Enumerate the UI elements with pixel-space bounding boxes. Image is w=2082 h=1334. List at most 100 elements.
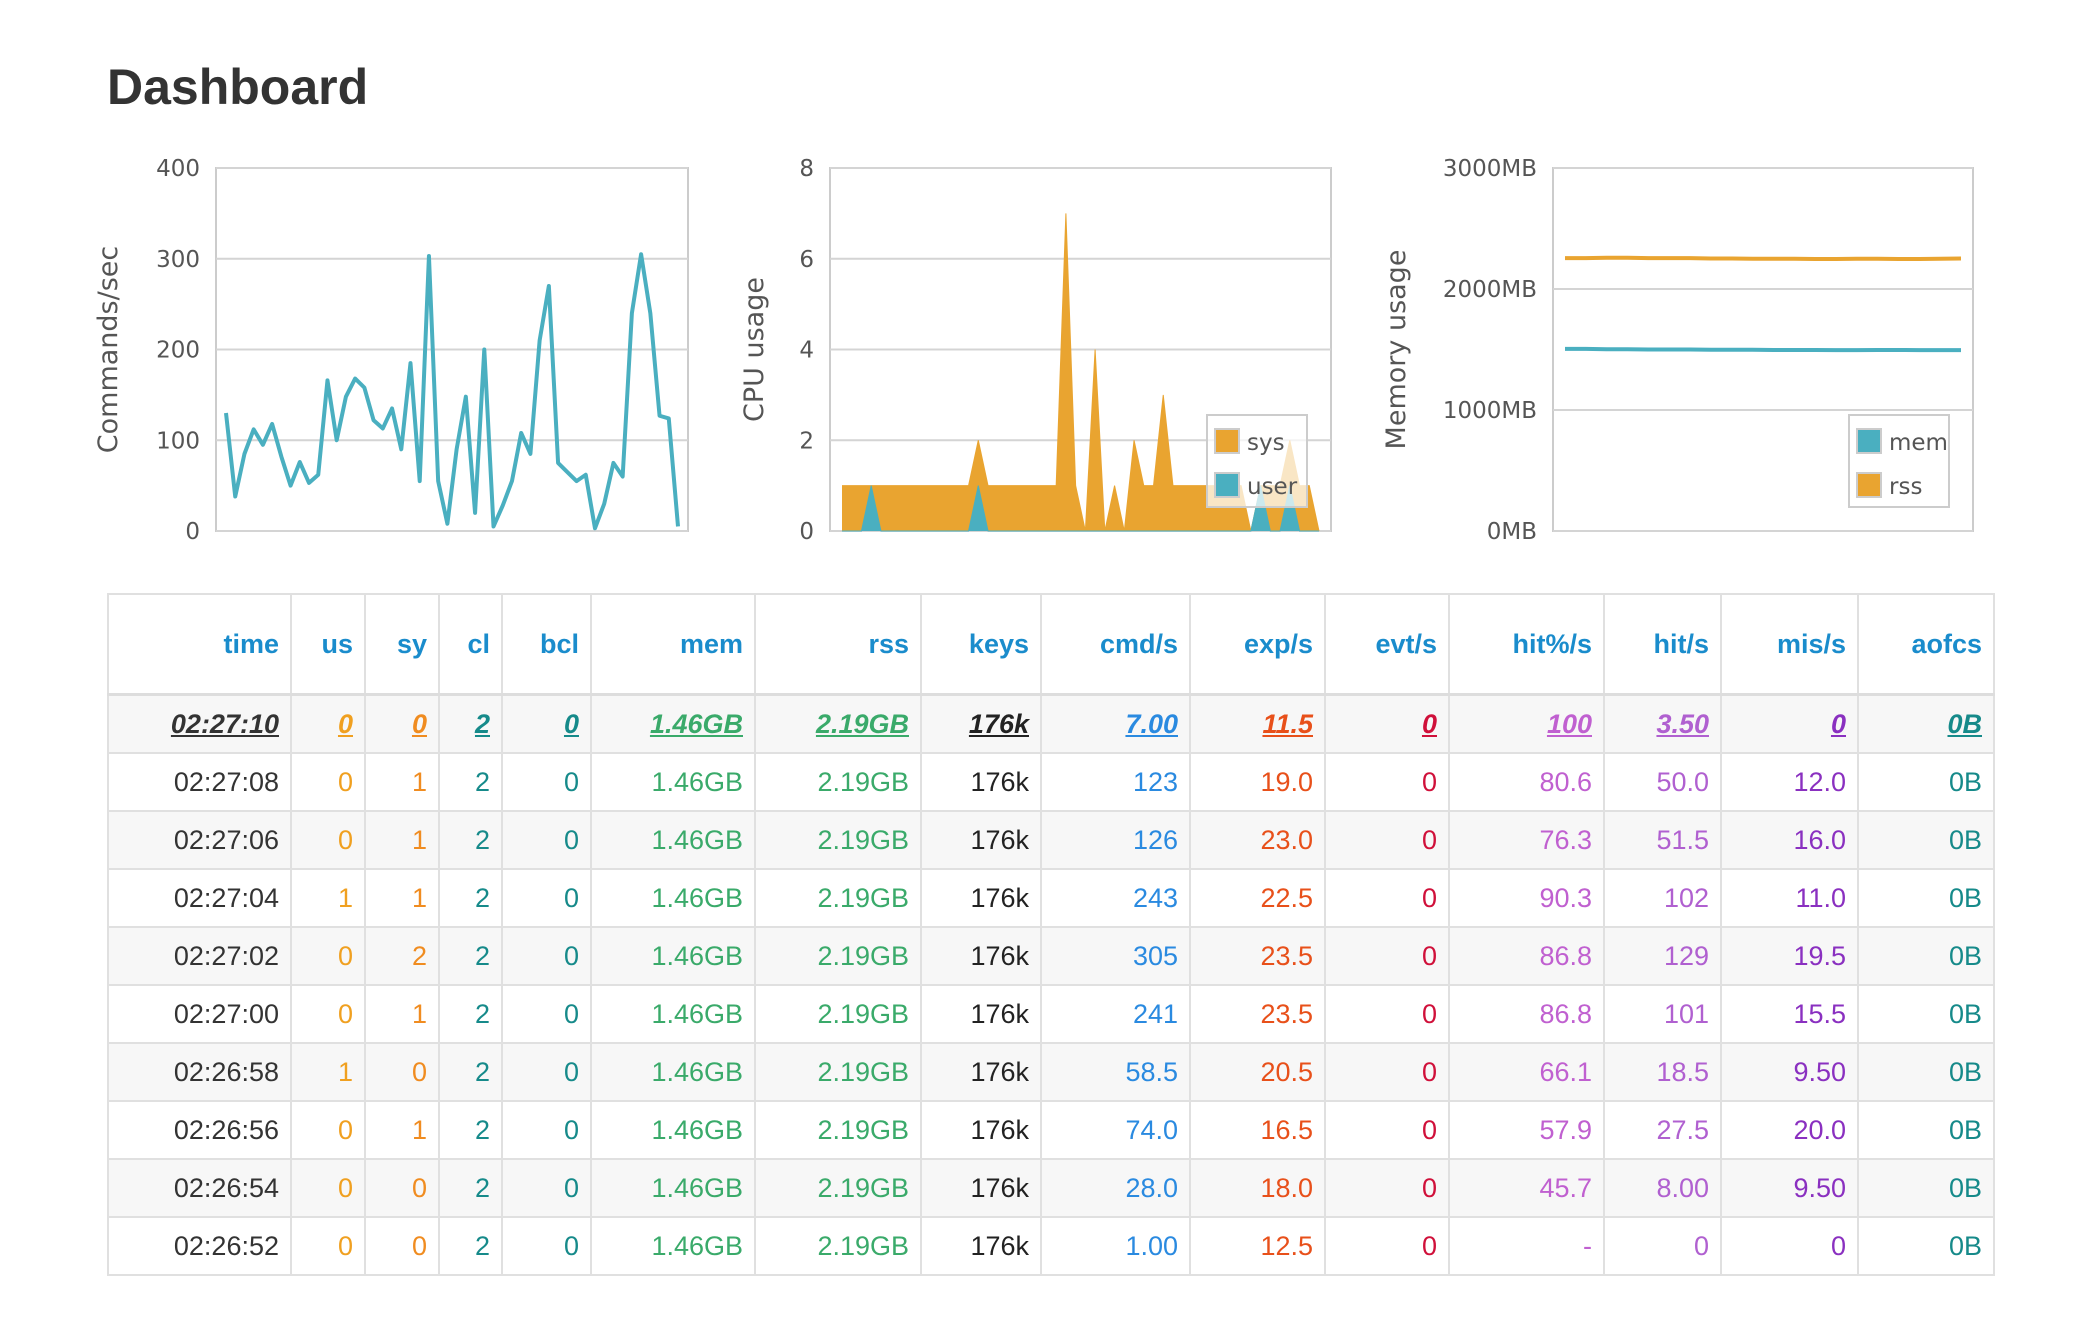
table-cell: 2 <box>364 926 440 986</box>
table-cell: 0 <box>1720 1216 1859 1276</box>
table-row: 02:27:04 1 1 2 0 1.46GB 2.19GB 176k 243 22.5 0 90.3… <box>107 868 1995 928</box>
y-tick-label: 300 <box>156 247 200 273</box>
table-cell: 2 <box>438 984 503 1044</box>
table-cell: 58.5 <box>1040 1042 1191 1102</box>
table-cell: 176k <box>920 1100 1042 1160</box>
table-cell: 02:27:10 <box>107 693 292 754</box>
table-cell: - <box>1448 1216 1605 1276</box>
table-cell: 1 <box>290 868 366 928</box>
table-cell: 1 <box>364 1100 440 1160</box>
table-cell: 2.19GB <box>754 926 922 986</box>
table-cell: 102 <box>1603 868 1722 928</box>
table-cell: 1.46GB <box>590 1100 756 1160</box>
column-header: time <box>107 593 292 696</box>
table-cell: 0 <box>290 926 366 986</box>
column-header: rss <box>754 593 922 696</box>
y-tick-label: 0 <box>799 519 814 545</box>
table-cell: 2 <box>438 868 503 928</box>
area-edge <box>842 485 1319 532</box>
table-cell: 23.0 <box>1189 810 1326 870</box>
table-cell: 9.50 <box>1720 1158 1859 1218</box>
table-cell: 1.46GB <box>590 752 756 812</box>
table-cell: 0B <box>1857 868 1995 928</box>
legend-label: sys <box>1247 430 1285 456</box>
series-line <box>224 252 680 531</box>
legend-swatch <box>1214 472 1240 498</box>
table-cell: 176k <box>920 1216 1042 1276</box>
table-cell: 0 <box>1324 984 1450 1044</box>
table-cell: 02:26:56 <box>107 1100 292 1160</box>
table-cell: 0 <box>290 1216 366 1276</box>
table-cell: 27.5 <box>1603 1100 1722 1160</box>
table-cell: 0 <box>1324 1042 1450 1102</box>
column-header: mis/s <box>1720 593 1859 696</box>
table-cell: 1 <box>364 752 440 812</box>
table-cell: 0 <box>290 1100 366 1160</box>
table-cell: 02:26:54 <box>107 1158 292 1218</box>
table-cell: 1 <box>364 810 440 870</box>
table-cell: 0 <box>1324 868 1450 928</box>
table-row: 02:27:08 0 1 2 0 1.46GB 2.19GB 176k 123 19.0 0 80.6… <box>107 752 1995 812</box>
table-cell: 66.1 <box>1448 1042 1605 1102</box>
y-tick-label: 0MB <box>1487 519 1537 545</box>
table-cell: 0 <box>364 1216 440 1276</box>
legend-label: rss <box>1889 474 1922 500</box>
table-cell: 8.00 <box>1603 1158 1722 1218</box>
y-tick-label: 3000MB <box>1443 156 1537 182</box>
column-header: exp/s <box>1189 593 1326 696</box>
table-cell: 2 <box>438 926 503 986</box>
table-cell: 0 <box>501 1158 592 1218</box>
column-header: evt/s <box>1324 593 1450 696</box>
table-cell: 0 <box>501 752 592 812</box>
table-cell: 123 <box>1040 752 1191 812</box>
y-tick-label: 2000MB <box>1443 277 1537 303</box>
table-cell: 7.00 <box>1040 693 1191 754</box>
table-cell: 02:26:52 <box>107 1216 292 1276</box>
legend-swatch <box>1856 428 1882 454</box>
table-cell: 90.3 <box>1448 868 1605 928</box>
stats-table: time us sy cl bcl mem rss keys cmd/s exp/s evt/s hi… <box>107 593 1995 1276</box>
table-cell: 0 <box>290 984 366 1044</box>
table-cell: 0 <box>501 1100 592 1160</box>
table-cell: 0B <box>1857 926 1995 986</box>
table-cell: 45.7 <box>1448 1158 1605 1218</box>
table-cell: 1 <box>290 1042 366 1102</box>
legend-swatch <box>1856 472 1882 498</box>
table-cell: 11.0 <box>1720 868 1859 928</box>
table-cell: 0 <box>1324 810 1450 870</box>
table-cell: 1.46GB <box>590 1216 756 1276</box>
table-cell: 0B <box>1857 1158 1995 1218</box>
table-cell: 16.0 <box>1720 810 1859 870</box>
table-cell: 0 <box>501 693 592 754</box>
y-tick-label: 8 <box>799 156 814 182</box>
table-cell: 1.00 <box>1040 1216 1191 1276</box>
table-cell: 1.46GB <box>590 693 756 754</box>
table-row: 02:26:54 0 0 2 0 1.46GB 2.19GB 176k 28.0 18.0 0 45.… <box>107 1158 1995 1218</box>
table-cell: 18.0 <box>1189 1158 1326 1218</box>
table-cell: 0B <box>1857 1042 1995 1102</box>
table-cell: 57.9 <box>1448 1100 1605 1160</box>
table-cell: 0B <box>1857 1216 1995 1276</box>
table-cell: 76.3 <box>1448 810 1605 870</box>
table-cell: 2.19GB <box>754 810 922 870</box>
table-cell: 50.0 <box>1603 752 1722 812</box>
table-cell: 101 <box>1603 984 1722 1044</box>
table-cell: 241 <box>1040 984 1191 1044</box>
y-tick-label: 2 <box>799 428 814 454</box>
table-cell: 126 <box>1040 810 1191 870</box>
series-line <box>1565 255 1962 261</box>
table-cell: 2.19GB <box>754 1158 922 1218</box>
y-tick-label: 100 <box>156 428 200 454</box>
column-header: aofcs <box>1857 593 1995 696</box>
column-header: hit%/s <box>1448 593 1605 696</box>
table-row: 02:27:00 0 1 2 0 1.46GB 2.19GB 176k 241 23.5 0 86.8… <box>107 984 1995 1044</box>
table-cell: 02:26:58 <box>107 1042 292 1102</box>
table-cell: 0 <box>501 984 592 1044</box>
table-cell: 86.8 <box>1448 984 1605 1044</box>
table-cell: 0B <box>1857 810 1995 870</box>
table-cell: 1.46GB <box>590 868 756 928</box>
table-cell: 0B <box>1857 693 1995 754</box>
table-cell: 0 <box>1324 693 1450 754</box>
y-tick-label: 4 <box>799 338 814 364</box>
